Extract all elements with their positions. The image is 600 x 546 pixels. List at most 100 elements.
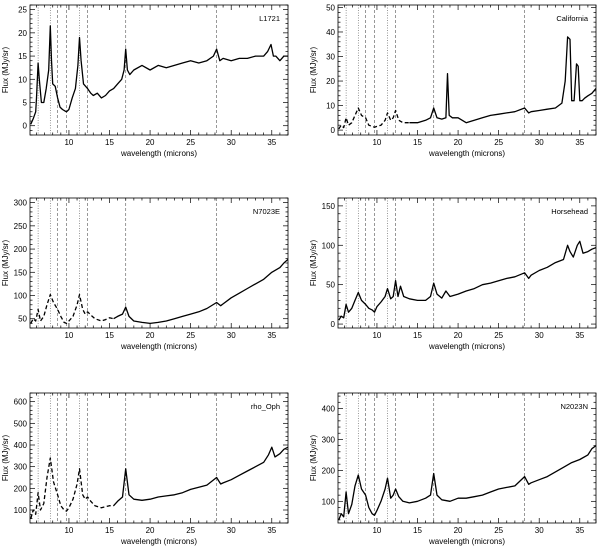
y-tick-label: 25 (18, 6, 27, 15)
x-tick-label: 25 (186, 138, 195, 147)
x-axis-label: wavelength (microns) (120, 537, 197, 546)
y-tick-label: 600 (14, 398, 28, 407)
x-tick-label: 15 (413, 331, 422, 340)
panel-label: Horsehead (551, 207, 588, 216)
y-tick-label: 100 (322, 241, 336, 250)
x-tick-label: 30 (227, 331, 236, 340)
y-tick-label: 100 (14, 506, 28, 515)
panel-label: rho_Oph (251, 402, 280, 411)
x-tick-label: 35 (267, 331, 276, 340)
plot-frame (29, 197, 289, 329)
y-tick-label: 200 (14, 245, 28, 254)
y-tick-label: 300 (322, 435, 336, 444)
spectrum-line-dashed (338, 107, 410, 130)
x-tick-label: 15 (105, 331, 114, 340)
x-axis-label: wavelength (microns) (120, 342, 197, 351)
y-tick-label: 0 (23, 122, 28, 131)
y-axis-label: Flux (MJy/sr) (309, 435, 318, 482)
y-tick-label: 150 (14, 268, 28, 277)
x-tick-label: 35 (267, 526, 276, 535)
y-tick-label: 15 (18, 52, 27, 61)
y-tick-label: 5 (23, 99, 28, 108)
panel-horsehead: 10 15 20 25 30 35 0 50 100 150 wavelength (microns… (309, 197, 597, 351)
x-tick-label: 20 (146, 138, 155, 147)
spectrum-line-solid (338, 240, 596, 321)
y-tick-label: 0 (331, 320, 336, 329)
x-tick-label: 35 (575, 526, 584, 535)
y-tick-label: 300 (14, 463, 28, 472)
x-tick-label: 30 (535, 331, 544, 340)
spectrum-line-solid (30, 25, 288, 125)
x-tick-label: 15 (105, 526, 114, 535)
x-tick-label: 10 (64, 138, 73, 147)
x-tick-label: 10 (372, 138, 381, 147)
panel-label: L1721 (259, 14, 280, 23)
y-tick-label: 50 (326, 3, 335, 12)
y-tick-label: 0 (331, 126, 336, 135)
spectrum-line-solid (113, 446, 288, 507)
x-tick-label: 20 (146, 331, 155, 340)
panel-n7023e: 10 15 20 25 30 35 50 100 150 200 250 300 wavelength … (1, 197, 289, 351)
y-tick-label: 400 (14, 441, 28, 450)
x-tick-label: 20 (146, 526, 155, 535)
plot-frame (29, 392, 289, 524)
x-tick-label: 25 (494, 526, 503, 535)
y-tick-label: 20 (326, 77, 335, 86)
x-tick-label: 15 (413, 526, 422, 535)
y-axis-label: Flux (MJy/sr) (1, 435, 10, 482)
y-tick-label: 30 (326, 53, 335, 62)
x-tick-label: 25 (186, 331, 195, 340)
x-tick-label: 20 (454, 331, 463, 340)
y-tick-label: 400 (322, 404, 336, 413)
x-tick-label: 35 (575, 331, 584, 340)
x-tick-label: 20 (454, 138, 463, 147)
x-tick-label: 25 (186, 526, 195, 535)
spectrum-line-dashed (30, 457, 114, 519)
x-tick-label: 30 (535, 526, 544, 535)
y-tick-label: 50 (326, 281, 335, 290)
y-tick-label: 200 (14, 484, 28, 493)
y-axis-label: Flux (MJy/sr) (1, 47, 10, 94)
panel-label: N2023N (560, 402, 588, 411)
panel-label: N7023E (253, 207, 280, 216)
x-tick-label: 30 (227, 526, 236, 535)
y-axis-label: Flux (MJy/sr) (309, 47, 318, 94)
plot-frame (337, 4, 597, 136)
plot-frame (29, 4, 289, 136)
x-axis-label: wavelength (microns) (428, 149, 505, 158)
y-tick-label: 300 (14, 199, 28, 208)
y-tick-label: 20 (18, 29, 27, 38)
plot-frame (337, 197, 597, 329)
y-tick-label: 150 (322, 202, 336, 211)
plot-frame (337, 392, 597, 524)
x-tick-label: 30 (227, 138, 236, 147)
x-tick-label: 25 (494, 331, 503, 340)
panel-n2023n: 10 15 20 25 30 35 100 200 300 400 wavelength (micr… (309, 392, 597, 546)
y-tick-label: 200 (322, 466, 336, 475)
y-tick-label: 10 (326, 102, 335, 111)
y-tick-label: 250 (14, 222, 28, 231)
y-tick-label: 500 (14, 419, 28, 428)
panel-label: California (556, 14, 589, 23)
x-tick-label: 10 (372, 331, 381, 340)
y-tick-label: 50 (18, 315, 27, 324)
spectrum-line-solid (338, 445, 596, 521)
x-tick-label: 25 (494, 138, 503, 147)
x-tick-label: 10 (372, 526, 381, 535)
y-tick-label: 100 (322, 497, 336, 506)
panel-l1721: 10 15 20 25 30 35 0 5 10 15 20 25 wavelength (micron… (1, 4, 289, 158)
x-tick-label: 10 (64, 526, 73, 535)
y-axis-label: Flux (MJy/sr) (1, 240, 10, 287)
panel-rho-oph: 10 15 20 25 30 35 100 200 300 400 500 600 wavelength… (1, 392, 289, 546)
spectrum-line-dashed (30, 293, 114, 325)
y-axis-label: Flux (MJy/sr) (309, 240, 318, 287)
x-axis-label: wavelength (microns) (428, 537, 505, 546)
x-tick-label: 30 (535, 138, 544, 147)
y-tick-label: 10 (18, 75, 27, 84)
x-tick-label: 35 (575, 138, 584, 147)
y-tick-label: 40 (326, 28, 335, 37)
x-tick-label: 35 (267, 138, 276, 147)
x-axis-label: wavelength (microns) (120, 149, 197, 158)
panel-california: 10 15 20 25 30 35 0 10 20 30 40 50 wavelength (micro… (309, 3, 597, 158)
